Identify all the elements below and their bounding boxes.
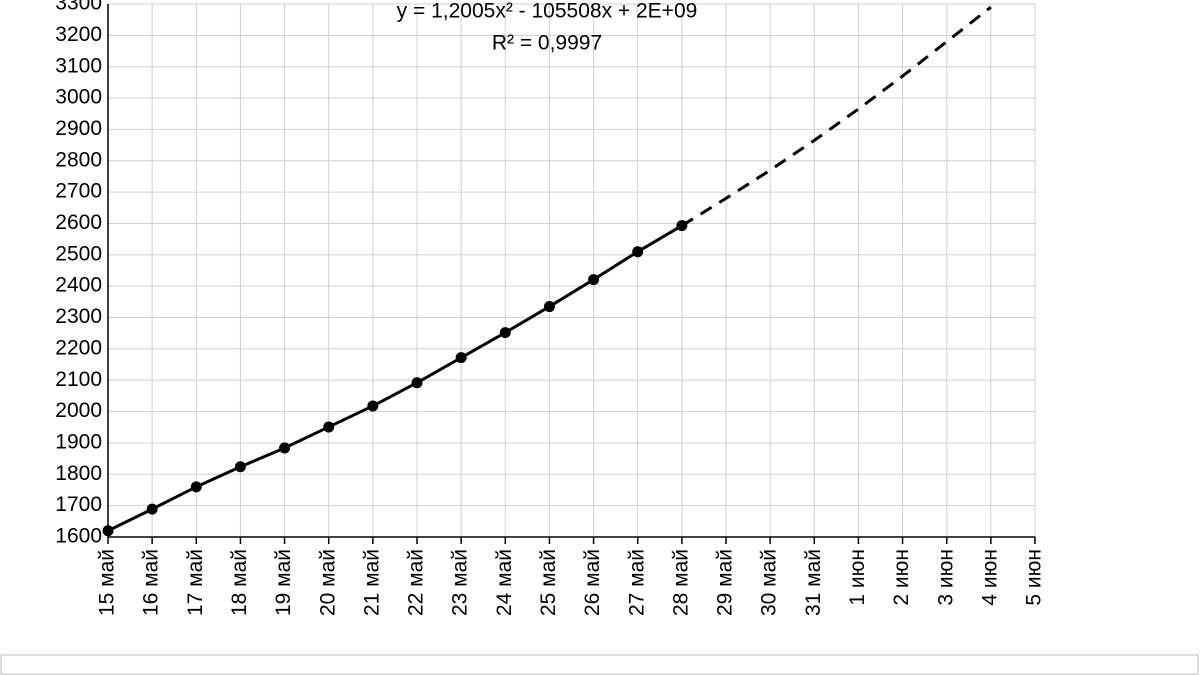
y-tick-label: 2600 — [55, 211, 102, 234]
point — [411, 377, 423, 389]
series-line — [107, 224, 683, 533]
point — [102, 525, 114, 537]
y-tick-label: 3100 — [55, 54, 102, 77]
point — [543, 301, 555, 313]
x-tick-label: 2 июн — [890, 549, 913, 606]
x-tick-label: 28 май — [669, 549, 692, 616]
x-tick-label: 5 июн — [1023, 549, 1046, 606]
x-tick-label: 22 май — [405, 549, 428, 616]
x-tick-label: 25 май — [537, 549, 560, 616]
x-tick-label: 20 май — [316, 549, 339, 616]
frame-bottom — [0, 654, 1199, 675]
x-tick-label: 16 май — [140, 549, 163, 616]
x-tick-label: 24 май — [493, 549, 516, 616]
x-tick-label: 18 май — [228, 549, 251, 616]
x-tick-label: 31 май — [802, 549, 825, 616]
x-tick-label: 15 май — [96, 549, 119, 616]
y-tick-label: 1900 — [55, 430, 102, 453]
y-tick-label: 2200 — [55, 336, 102, 359]
y-tick-label: 2700 — [55, 180, 102, 203]
point — [499, 327, 511, 339]
x-tick-label: 30 май — [758, 549, 781, 616]
y-tick-label: 1800 — [55, 462, 102, 485]
trend-line — [681, 5, 992, 227]
x-tick-label: 29 май — [714, 549, 737, 616]
point — [234, 461, 246, 473]
point — [588, 274, 600, 286]
point — [323, 421, 335, 433]
y-tick-label: 2900 — [55, 117, 102, 140]
y-tick-label: 2100 — [55, 368, 102, 391]
point — [279, 442, 291, 454]
point — [146, 503, 158, 515]
y-tick-label: 1700 — [55, 493, 102, 516]
y-tick-label: 2500 — [55, 242, 102, 265]
x-tick-label: 17 май — [184, 549, 207, 616]
y-tick-label: 3300 — [55, 0, 102, 15]
x-tick-label: 4 июн — [978, 549, 1001, 606]
x-tick-label: 1 июн — [846, 549, 869, 606]
x-tick-label: 26 май — [581, 549, 604, 616]
annotation: R² = 0,9997 — [492, 32, 602, 55]
x-tick-label: 27 май — [625, 549, 648, 616]
y-tick-label: 2800 — [55, 148, 102, 171]
point — [367, 400, 379, 412]
y-tick-label: 2000 — [55, 399, 102, 422]
y-tick-label: 3000 — [55, 86, 102, 109]
x-tick-label: 21 май — [360, 549, 383, 616]
x-tick-label: 3 июн — [934, 549, 957, 606]
point — [190, 481, 202, 493]
y-tick-label: 2300 — [55, 305, 102, 328]
point — [632, 246, 644, 258]
y-tick-label: 3200 — [55, 23, 102, 46]
y-tick-label: 1600 — [55, 525, 102, 548]
annotation: y = 1,2005x² - 105508x + 2E+09 — [397, 0, 698, 23]
y-tick-label: 2400 — [55, 274, 102, 297]
x-tick-label: 23 май — [449, 549, 472, 616]
point — [455, 352, 467, 364]
x-tick-label: 19 май — [272, 549, 295, 616]
